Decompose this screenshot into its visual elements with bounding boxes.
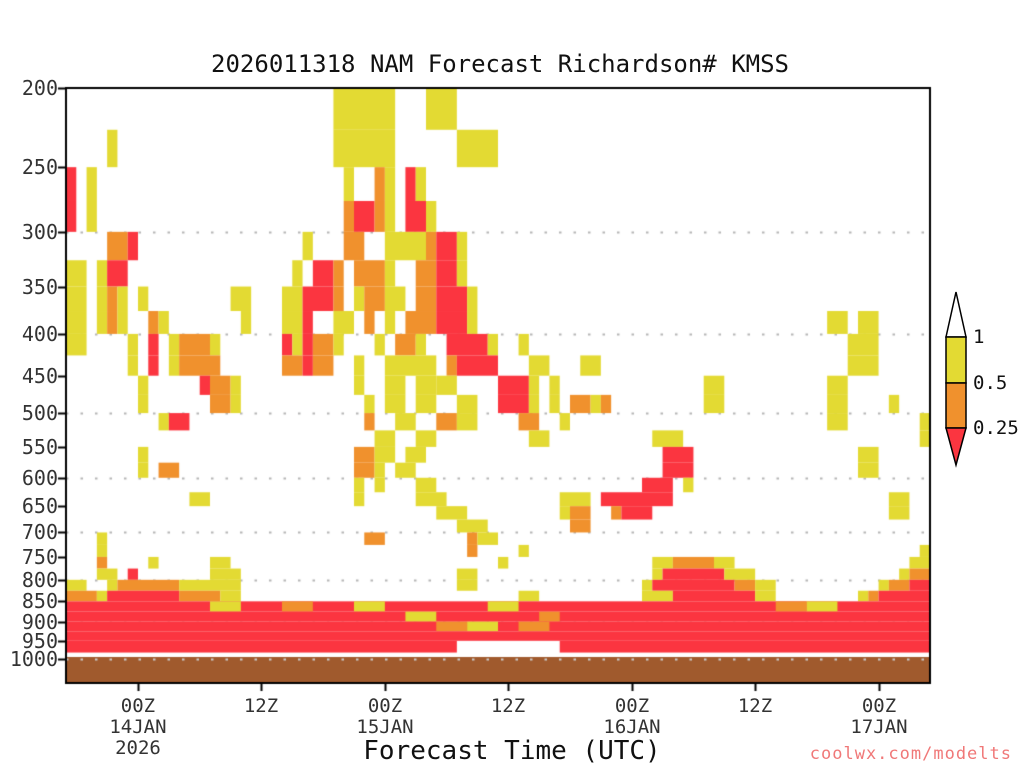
time-tick-label-00z: 00Z — [861, 695, 897, 717]
pressure-tick-label-250: 250 — [21, 155, 58, 180]
colorbar-orange-segment — [945, 382, 967, 429]
time-tick-label-12z: 12Z — [737, 695, 773, 717]
colorbar-above-1-arrow — [945, 291, 967, 338]
pressure-tick-label-700: 700 — [21, 520, 58, 545]
chart-title: 2026011318 NAM Forecast Richardson# KMSS — [211, 50, 789, 78]
time-tick-label-16jan: 16JAN — [603, 716, 661, 738]
colorbar-below-arrow — [945, 427, 967, 468]
pressure-tick-label-1000: 1000 — [9, 646, 58, 671]
pressure-tick-label-650: 650 — [21, 494, 58, 519]
pressure-tick-label-450: 450 — [21, 363, 58, 388]
time-tick-label-17jan: 17JAN — [850, 716, 908, 738]
pressure-tick-label-200: 200 — [21, 76, 58, 100]
pressure-tick-label-900: 900 — [21, 609, 58, 634]
time-tick-label-15jan: 15JAN — [356, 716, 414, 738]
time-tick-label-12z: 12Z — [490, 695, 526, 717]
colorbar-label-0-25: 0.25 — [973, 417, 1019, 439]
time-tick-label-2026: 2026 — [115, 737, 161, 759]
x-axis-title: Forecast Time (UTC) — [363, 736, 661, 766]
time-tick-label-14jan: 14JAN — [109, 716, 167, 738]
pressure-tick-label-600: 600 — [21, 465, 58, 490]
pressure-tick-label-750: 750 — [21, 544, 58, 569]
pressure-tick-label-400: 400 — [21, 321, 58, 346]
pressure-tick-label-550: 550 — [21, 434, 58, 459]
pressure-tick-label-500: 500 — [21, 401, 58, 426]
colorbar-label-0-5: 0.5 — [973, 372, 1008, 394]
time-tick-label-00z: 00Z — [367, 695, 403, 717]
pressure-tick-label-950: 950 — [21, 628, 58, 653]
pressure-tick-label-350: 350 — [21, 274, 58, 299]
colorbar-legend — [945, 291, 967, 468]
time-tick-label-12z: 12Z — [243, 695, 279, 717]
colorbar-label-1: 1 — [973, 326, 985, 348]
pressure-tick-label-300: 300 — [21, 219, 58, 244]
pressure-tick-label-850: 850 — [21, 589, 58, 614]
time-tick-label-00z: 00Z — [614, 695, 650, 717]
pressure-tick-label-800: 800 — [21, 567, 58, 592]
colorbar-yellow-segment — [945, 336, 967, 384]
watermark-text: coolwx.com/modelts — [809, 744, 1012, 764]
time-tick-label-00z: 00Z — [120, 695, 156, 717]
